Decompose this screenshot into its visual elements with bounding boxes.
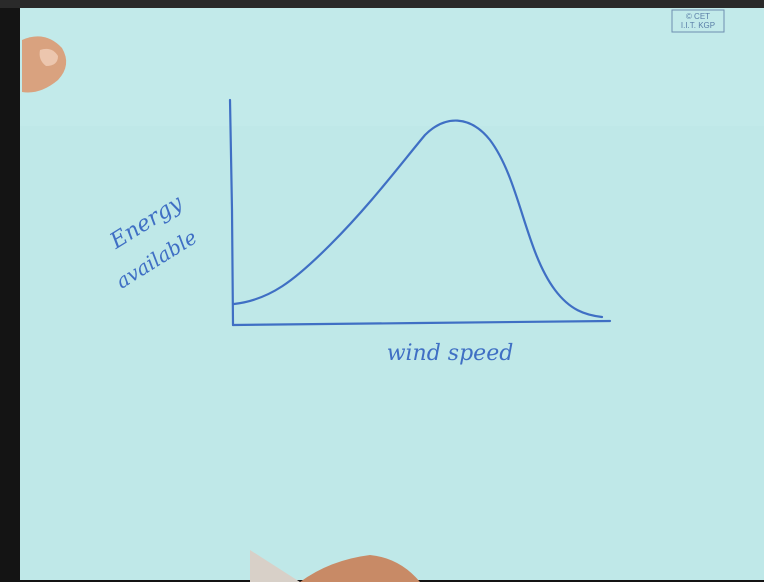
finger xyxy=(22,36,67,93)
energy-curve xyxy=(232,119,604,319)
x-axis-label: wind speed xyxy=(387,341,514,366)
stamp-line: I.I.T. KGP xyxy=(681,21,715,30)
top-edge xyxy=(0,0,764,8)
pen xyxy=(250,550,300,582)
stamp-line: © CET xyxy=(686,12,710,21)
stamp-box xyxy=(671,9,725,33)
x-axis xyxy=(231,319,612,327)
hand xyxy=(300,555,420,582)
y-axis xyxy=(228,98,235,327)
paper-shade xyxy=(20,6,764,126)
fingernail xyxy=(39,48,58,66)
